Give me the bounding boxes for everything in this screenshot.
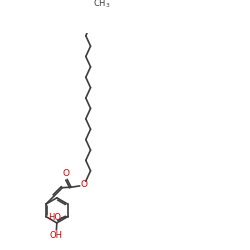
Text: O: O (81, 180, 88, 189)
Text: OH: OH (50, 231, 63, 240)
Text: CH$_3$: CH$_3$ (93, 0, 111, 10)
Text: HO: HO (48, 214, 61, 222)
Text: O: O (63, 169, 70, 178)
